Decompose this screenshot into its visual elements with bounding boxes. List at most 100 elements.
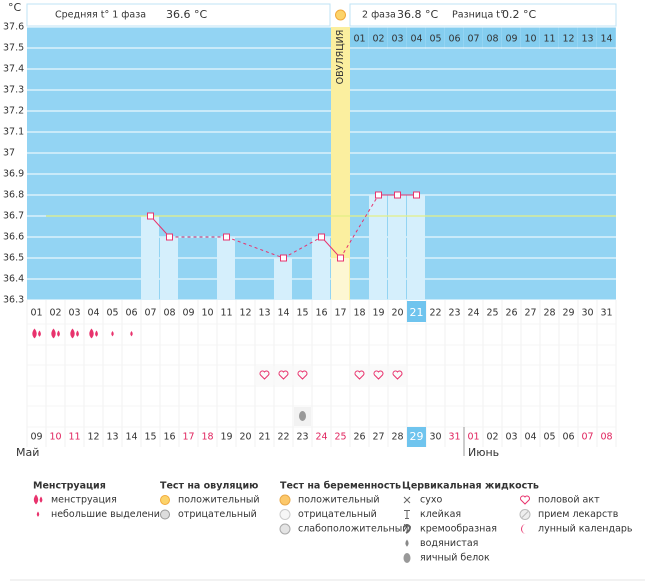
icon-egg bbox=[403, 553, 411, 563]
cross bbox=[403, 496, 411, 504]
symptom-cell bbox=[256, 366, 273, 385]
temperature-point bbox=[166, 233, 173, 241]
month-label: Июнь bbox=[468, 446, 499, 459]
drop bbox=[89, 328, 94, 339]
temperature-point bbox=[223, 233, 230, 241]
y-tick-label: 36.4 bbox=[3, 274, 24, 285]
temperature-bar bbox=[331, 258, 349, 300]
phase2-day: 08 bbox=[486, 34, 498, 45]
temperature-point bbox=[337, 254, 344, 262]
phase2-cell bbox=[521, 27, 539, 49]
header-label: 2 фаза bbox=[362, 10, 396, 21]
x-tick-label: 25 bbox=[486, 308, 498, 319]
icon-drop-big bbox=[70, 328, 79, 339]
phase2-cell bbox=[407, 27, 425, 49]
temperature-bar bbox=[141, 216, 159, 300]
header-box bbox=[26, 3, 331, 27]
date-label: 05 bbox=[543, 432, 555, 443]
icon-heart bbox=[392, 370, 403, 380]
x-tick-label: 27 bbox=[524, 308, 536, 319]
legend-title: Менструация bbox=[33, 481, 106, 492]
icon-circle-orange bbox=[279, 494, 291, 506]
y-tick-label: 37.3 bbox=[3, 85, 24, 96]
phase2-cell bbox=[540, 27, 558, 49]
drop bbox=[95, 330, 98, 337]
icon-circle-half bbox=[279, 523, 291, 535]
temperature-point bbox=[375, 191, 382, 199]
heart bbox=[297, 370, 308, 380]
phase2-cell bbox=[483, 27, 501, 49]
drop bbox=[39, 496, 43, 503]
icon-drop-big bbox=[51, 328, 60, 339]
phase2-cell bbox=[426, 27, 444, 49]
date-label: 04 bbox=[524, 432, 536, 443]
heart bbox=[373, 370, 384, 380]
icon-heart bbox=[278, 370, 289, 380]
x-tick-label: 29 bbox=[562, 308, 574, 319]
x-tick-label: 17 bbox=[334, 308, 346, 319]
legend-label: сухо bbox=[420, 495, 442, 506]
temperature-point bbox=[413, 191, 420, 199]
header-box bbox=[349, 3, 617, 27]
x-tick-label: 07 bbox=[144, 308, 156, 319]
date-label: 31 bbox=[448, 432, 460, 443]
phase2-day: 04 bbox=[410, 34, 422, 45]
symptom-cell bbox=[389, 366, 406, 385]
legend-label: лунный календарь bbox=[538, 524, 633, 535]
date-label: 06 bbox=[562, 432, 574, 443]
y-tick-label: 37.1 bbox=[3, 127, 24, 138]
y-tick-label: 36.6 bbox=[3, 232, 24, 243]
heart bbox=[278, 370, 289, 380]
curl bbox=[403, 524, 412, 534]
x-tick-label: 09 bbox=[182, 308, 194, 319]
icon-heart bbox=[354, 370, 365, 380]
date-label: 11 bbox=[68, 432, 80, 443]
symptom-cell bbox=[351, 366, 368, 385]
icon-curl bbox=[403, 524, 412, 534]
icon-drop-small bbox=[111, 331, 114, 337]
legend-title: Тест на беременность bbox=[280, 481, 401, 492]
legend-label: половой акт bbox=[538, 495, 600, 506]
moon bbox=[521, 524, 526, 534]
date-label: 23 bbox=[296, 432, 308, 443]
date-label: 28 bbox=[391, 432, 403, 443]
temperature-bar bbox=[160, 237, 178, 300]
legend-label: слабоположительный bbox=[298, 524, 408, 535]
x-tick-label: 20 bbox=[391, 308, 403, 319]
temperature-bar bbox=[369, 195, 387, 300]
x-tick-label: 24 bbox=[467, 308, 479, 319]
x-tick-label: 16 bbox=[315, 308, 327, 319]
symptom-cell bbox=[370, 366, 387, 385]
phase2-day: 14 bbox=[600, 34, 612, 45]
phase2-day: 12 bbox=[562, 34, 574, 45]
date-label: 27 bbox=[372, 432, 384, 443]
temperature-point bbox=[394, 191, 401, 199]
header-label: Разница t° bbox=[452, 10, 505, 21]
drop bbox=[32, 328, 37, 339]
legend-label: отрицательный bbox=[298, 509, 377, 520]
heart bbox=[354, 370, 365, 380]
temperature-point bbox=[147, 212, 154, 220]
header-value: 36.8 °C bbox=[397, 8, 438, 21]
legend-label: прием лекарств bbox=[538, 509, 619, 520]
legend-label: небольшие выделения bbox=[51, 509, 166, 520]
circle bbox=[279, 509, 291, 520]
phase2-day: 06 bbox=[448, 34, 460, 45]
x-tick-label: 15 bbox=[296, 308, 308, 319]
today-cell bbox=[407, 301, 426, 322]
gap-connector bbox=[340, 194, 379, 259]
header-label: Средняя t° 1 фаза bbox=[55, 10, 146, 21]
y-tick-label: 37.4 bbox=[3, 64, 24, 75]
icon-drop-big bbox=[33, 494, 43, 505]
drop bbox=[111, 331, 114, 337]
sun bbox=[160, 495, 170, 505]
date-label: 01 bbox=[467, 432, 479, 443]
drop bbox=[36, 511, 40, 517]
x-tick-label: 14 bbox=[277, 308, 289, 319]
phase2-cell bbox=[388, 27, 406, 49]
drop bbox=[76, 330, 79, 337]
phase2-day: 07 bbox=[467, 34, 479, 45]
date-label: 29 bbox=[410, 430, 424, 443]
legend-label: водянистая bbox=[420, 538, 478, 549]
